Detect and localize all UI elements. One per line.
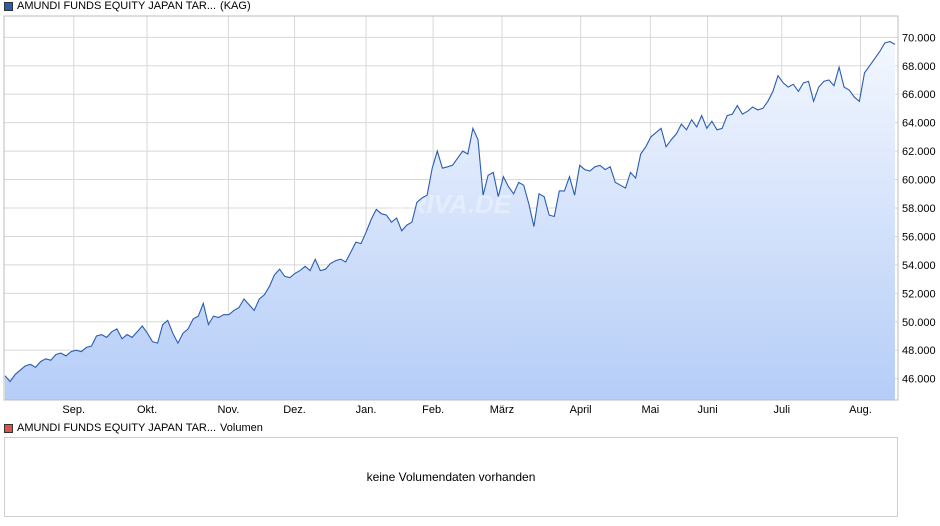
volume-panel: keine Volumendaten vorhanden	[4, 437, 898, 517]
no-volume-message: keine Volumendaten vorhanden	[366, 470, 536, 484]
price-area	[5, 41, 895, 400]
y-tick-label: 58.000	[902, 203, 936, 215]
y-tick-label: 46.000	[902, 374, 936, 386]
price-series-label: AMUNDI FUNDS EQUITY JAPAN TAR...	[17, 0, 217, 12]
x-tick-label: Sep.	[62, 404, 85, 416]
x-tick-label: Dez.	[283, 404, 306, 416]
x-tick-label: Feb.	[422, 404, 444, 416]
price-line	[4, 41, 896, 383]
x-tick-label: Aug.	[849, 404, 872, 416]
x-tick-label: Juni	[697, 404, 717, 416]
y-tick-label: 52.000	[902, 288, 936, 300]
volume-series-label: AMUNDI FUNDS EQUITY JAPAN TAR...	[17, 422, 217, 434]
y-tick-label: 54.000	[902, 260, 936, 272]
y-tick-label: 50.000	[902, 317, 936, 329]
x-axis: Sep. Okt. Nov. Dez. Jan. Feb. März April Mai Juni…	[62, 404, 871, 416]
price-series-suffix: (KAG)	[220, 0, 251, 12]
x-tick-label: Okt.	[137, 404, 157, 416]
y-tick-label: 60.000	[902, 175, 936, 187]
y-tick-label: 62.000	[902, 146, 936, 158]
y-axis: 70.000 68.000 66.000 64.000 62.000 60.000 58.0…	[902, 32, 936, 385]
y-tick-label: 70.000	[902, 32, 936, 44]
price-legend: AMUNDI FUNDS EQUITY JAPAN TAR... (KAG)	[4, 0, 251, 13]
price-series-swatch	[4, 2, 13, 11]
x-tick-label: April	[570, 404, 592, 416]
x-tick-label: März	[490, 404, 514, 416]
volume-series-swatch	[4, 424, 13, 433]
y-tick-label: 68.000	[902, 61, 936, 73]
x-tick-label: Jan.	[356, 404, 377, 416]
y-tick-label: 66.000	[902, 89, 936, 101]
y-tick-label: 56.000	[902, 231, 936, 243]
x-tick-label: Nov.	[217, 404, 239, 416]
watermark-logo: ARIVA.DE	[388, 189, 512, 219]
y-tick-label: 64.000	[902, 118, 936, 130]
plot-frame	[3, 15, 899, 401]
x-tick-label: Juli	[774, 404, 791, 416]
y-tick-label: 48.000	[902, 345, 936, 357]
x-tick-label: Mai	[641, 404, 659, 416]
price-chart[interactable]: ARIVA.DE 70.000 68.000 66.000 64.000 62.000 6…	[0, 0, 940, 420]
volume-series-suffix: Volumen	[220, 422, 263, 434]
volume-legend: AMUNDI FUNDS EQUITY JAPAN TAR... Volumen	[4, 422, 263, 435]
